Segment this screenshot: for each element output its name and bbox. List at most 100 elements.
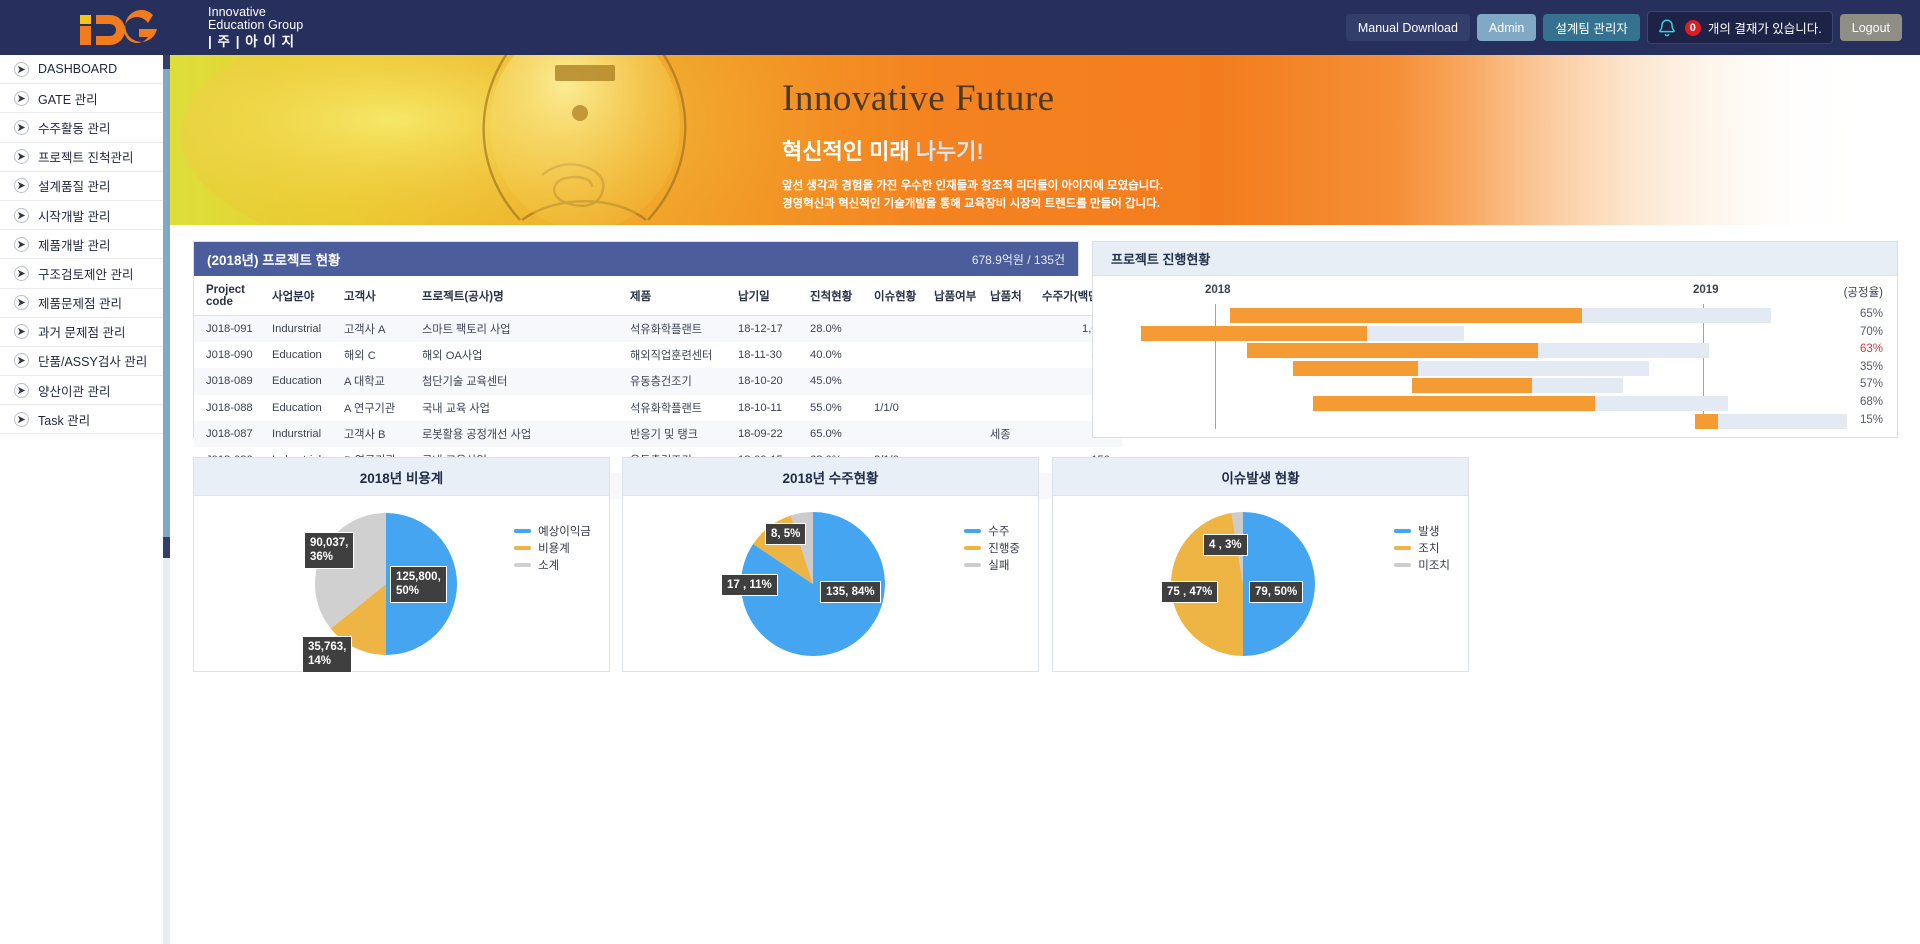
gantt-progress-bar: [1141, 325, 1368, 341]
order-pie-title: 2018년 수주현황: [782, 470, 879, 486]
sidebar-item-8[interactable]: 구조검토제안 관리: [0, 259, 163, 289]
arrow-right-icon: [14, 149, 29, 165]
cell-dest: 세종: [990, 428, 1011, 441]
cell-product: 유동층건조기: [630, 376, 692, 389]
cell-client: 고객사 A: [344, 324, 386, 337]
sidebar-scrollbar-thumb[interactable]: [163, 69, 170, 537]
table-row[interactable]: J018-091 Indurstrial 고객사 A 스마트 팩토리 사업 석유화학플랜…: [194, 315, 1122, 343]
legend-swatch: [964, 562, 982, 567]
arrow-right-icon: [14, 207, 29, 223]
arrow-right-icon: [14, 90, 29, 106]
manual-download-button[interactable]: Manual Download: [1345, 14, 1470, 41]
gantt-bar-row[interactable]: [1292, 360, 1650, 376]
cell-delivered: [934, 316, 990, 343]
pie-data-label: 135, 84%: [820, 581, 881, 604]
logo-wordmark: Innovative Education Group | 주 | 아 이 지: [208, 6, 303, 49]
arrow-right-icon: [14, 411, 29, 427]
sidebar-item-5[interactable]: 설계품질 관리: [0, 171, 163, 201]
cell-dest: [990, 342, 1042, 368]
sidebar-item-label: 시작개발 관리: [38, 209, 111, 224]
cell-delivered: [934, 395, 990, 421]
project-col-header-2: 사업분야: [272, 276, 344, 316]
issue-pie-title: 이슈발생 현황: [1221, 470, 1300, 486]
cell-field: Education: [272, 401, 322, 414]
gantt-percent-label: 63%: [1859, 343, 1883, 356]
admin-button[interactable]: Admin: [1476, 14, 1537, 41]
gantt-progress-bar: [1230, 308, 1582, 323]
sidebar-item-13[interactable]: Task 관리: [0, 405, 163, 435]
legend-item[interactable]: 수주: [964, 522, 1020, 539]
legend-item[interactable]: 진행중: [964, 539, 1020, 556]
pie-data-label: 90,037, 36%: [304, 532, 355, 569]
gantt-bar-row[interactable]: [1312, 396, 1729, 411]
legend-item[interactable]: 발생: [1394, 522, 1450, 539]
cell-code: J018-090: [206, 349, 253, 362]
sidebar-item-11[interactable]: 단품/ASSY검사 관리: [0, 346, 163, 377]
arrow-right-icon: [14, 324, 29, 340]
legend-item[interactable]: 조치: [1394, 539, 1450, 556]
banner-subtitle-highlight: 나누기!: [915, 139, 984, 164]
legend-swatch: [964, 528, 982, 533]
table-row[interactable]: J018-087 Indurstrial 고객사 B 로봇활용 공정개선 사업 반응기 …: [194, 420, 1122, 447]
legend-item[interactable]: 소계: [514, 556, 591, 573]
table-row[interactable]: J018-089 Education A 대학교 첨단기술 교육센터 유동층건조기 18-…: [194, 368, 1122, 395]
table-row[interactable]: J018-090 Education 해외 C 해외 OA사업 해외직업훈련센터 18-1…: [194, 342, 1122, 369]
order-pie-header: 2018년 수주현황: [623, 458, 1038, 496]
legend-label: 진행중: [988, 542, 1020, 555]
sidebar-item-label: 프로젝트 진척관리: [38, 151, 134, 166]
legend-item[interactable]: 실패: [964, 556, 1020, 573]
legend-item[interactable]: 미조치: [1394, 556, 1450, 573]
gantt-progress-bar: [1411, 378, 1532, 394]
sidebar-item-3[interactable]: 수주활동 관리: [0, 113, 163, 143]
legend-label: 비용계: [538, 542, 570, 555]
idg-logo-icon: [78, 7, 198, 47]
brand-logo[interactable]: Innovative Education Group | 주 | 아 이 지: [0, 6, 303, 48]
scrollbar-cap-bottom: [163, 537, 170, 558]
legend-item[interactable]: 비용계: [514, 539, 591, 556]
scrollbar-cap-top: [163, 55, 170, 69]
cell-name: 해외 OA사업: [422, 350, 483, 363]
sidebar-item-1[interactable]: DASHBOARD: [0, 55, 163, 85]
cell-dest: [990, 395, 1042, 421]
cell-delivered: [934, 421, 990, 447]
cell-progress: 45.0%: [810, 375, 842, 388]
cell-delivered: [934, 342, 990, 368]
arrow-right-icon: [14, 382, 29, 398]
legend-label: 발생: [1418, 525, 1440, 538]
bell-icon[interactable]: [1656, 17, 1678, 39]
legend-label: 수주: [988, 525, 1010, 538]
project-col-header-8: 이슈현황: [874, 276, 934, 316]
project-panel-title: (2018년) 프로젝트 현황: [207, 253, 341, 268]
sidebar-item-7[interactable]: 제품개발 관리: [0, 230, 163, 260]
cell-due: 18-12-17: [738, 323, 783, 336]
legend-swatch: [1394, 545, 1412, 550]
cell-code: J018-091: [206, 323, 253, 336]
sidebar-item-4[interactable]: 프로젝트 진척관리: [0, 142, 163, 172]
sidebar-item-9[interactable]: 제품문제점 관리: [0, 288, 163, 318]
cell-delivered: [934, 368, 990, 394]
arrow-right-icon: [14, 353, 29, 369]
sidebar-item-2[interactable]: GATE 관리: [0, 84, 163, 114]
gantt-bar-row[interactable]: [1141, 325, 1465, 341]
gantt-bar-row[interactable]: [1230, 308, 1772, 323]
design-team-admin-button[interactable]: 설계팀 관리자: [1543, 14, 1640, 41]
gantt-bar-row[interactable]: [1411, 378, 1623, 394]
legend-swatch: [514, 545, 532, 550]
gantt-track: [1695, 413, 1848, 429]
sidebar-item-10[interactable]: 과거 문제점 관리: [0, 317, 163, 347]
cell-dest: [990, 368, 1042, 394]
pie-data-label: 35,763, 14%: [302, 636, 353, 673]
sidebar-item-12[interactable]: 양산이관 관리: [0, 376, 163, 406]
sidebar-item-6[interactable]: 시작개발 관리: [0, 200, 163, 231]
legend-label: 예상이익금: [538, 525, 591, 538]
table-row[interactable]: J018-088 Education A 연구기관 국내 교육 사업 석유화학플랜트 18…: [194, 394, 1122, 421]
legend-item[interactable]: 예상이익금: [514, 522, 591, 539]
notification-area[interactable]: 0 개의 결재가 있습니다.: [1646, 11, 1833, 44]
cell-client: A 연구기관: [344, 402, 396, 415]
logout-button[interactable]: Logout: [1839, 14, 1902, 41]
project-col-header-9: 납품여부: [934, 276, 990, 316]
gantt-bar-row[interactable]: [1246, 343, 1709, 359]
sidebar-item-label: 과거 문제점 관리: [38, 326, 126, 341]
gantt-bar-row[interactable]: [1695, 413, 1848, 429]
